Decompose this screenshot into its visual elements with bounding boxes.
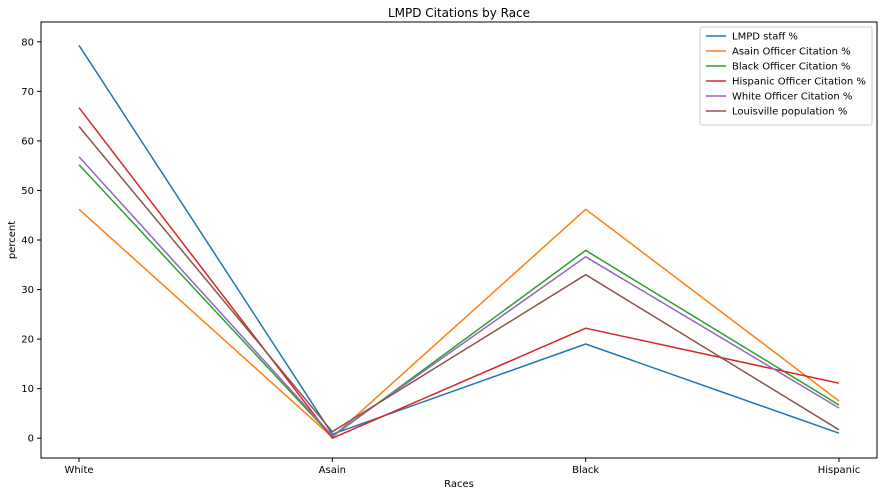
legend-label: White Officer Citation % xyxy=(732,92,852,103)
legend-label: Hispanic Officer Citation % xyxy=(732,77,866,88)
y-tick-label: 80 xyxy=(21,37,34,48)
legend-label: Asain Officer Citation % xyxy=(732,47,851,58)
x-axis-title: Races xyxy=(444,479,474,490)
y-tick-label: 20 xyxy=(21,335,34,346)
chart-title: LMPD Citations by Race xyxy=(388,6,530,20)
series-line-0 xyxy=(78,44,840,435)
x-axis: White Asain Black Hispanic xyxy=(64,458,860,476)
y-tick-label: 70 xyxy=(21,87,34,98)
series-line-4 xyxy=(78,156,840,437)
y-tick-label: 0 xyxy=(28,434,34,445)
y-tick-label: 10 xyxy=(21,384,34,395)
legend-label: Black Officer Citation % xyxy=(732,62,850,73)
y-axis-title: percent xyxy=(7,221,18,259)
series-line-3 xyxy=(78,107,840,439)
legend-box xyxy=(699,26,873,126)
y-tick-label: 30 xyxy=(21,285,34,296)
series-line-1 xyxy=(78,208,840,438)
series-line-2 xyxy=(78,164,840,438)
legend: LMPD staff % Asain Officer Citation % Blac… xyxy=(699,26,873,126)
legend-label: Louisville population % xyxy=(732,107,847,118)
y-tick-label: 50 xyxy=(21,186,34,197)
x-tick-label: Asain xyxy=(319,465,346,476)
legend-label: LMPD staff % xyxy=(732,32,798,43)
y-tick-label: 60 xyxy=(21,136,34,147)
series-layer xyxy=(78,44,840,439)
x-tick-label: Black xyxy=(572,465,599,476)
y-tick-label: 40 xyxy=(21,236,34,247)
series-line-5 xyxy=(78,126,840,433)
x-tick-label: Hispanic xyxy=(818,465,861,476)
y-axis: 0 10 20 30 40 50 60 70 80 xyxy=(21,37,41,445)
x-tick-label: White xyxy=(64,465,93,476)
